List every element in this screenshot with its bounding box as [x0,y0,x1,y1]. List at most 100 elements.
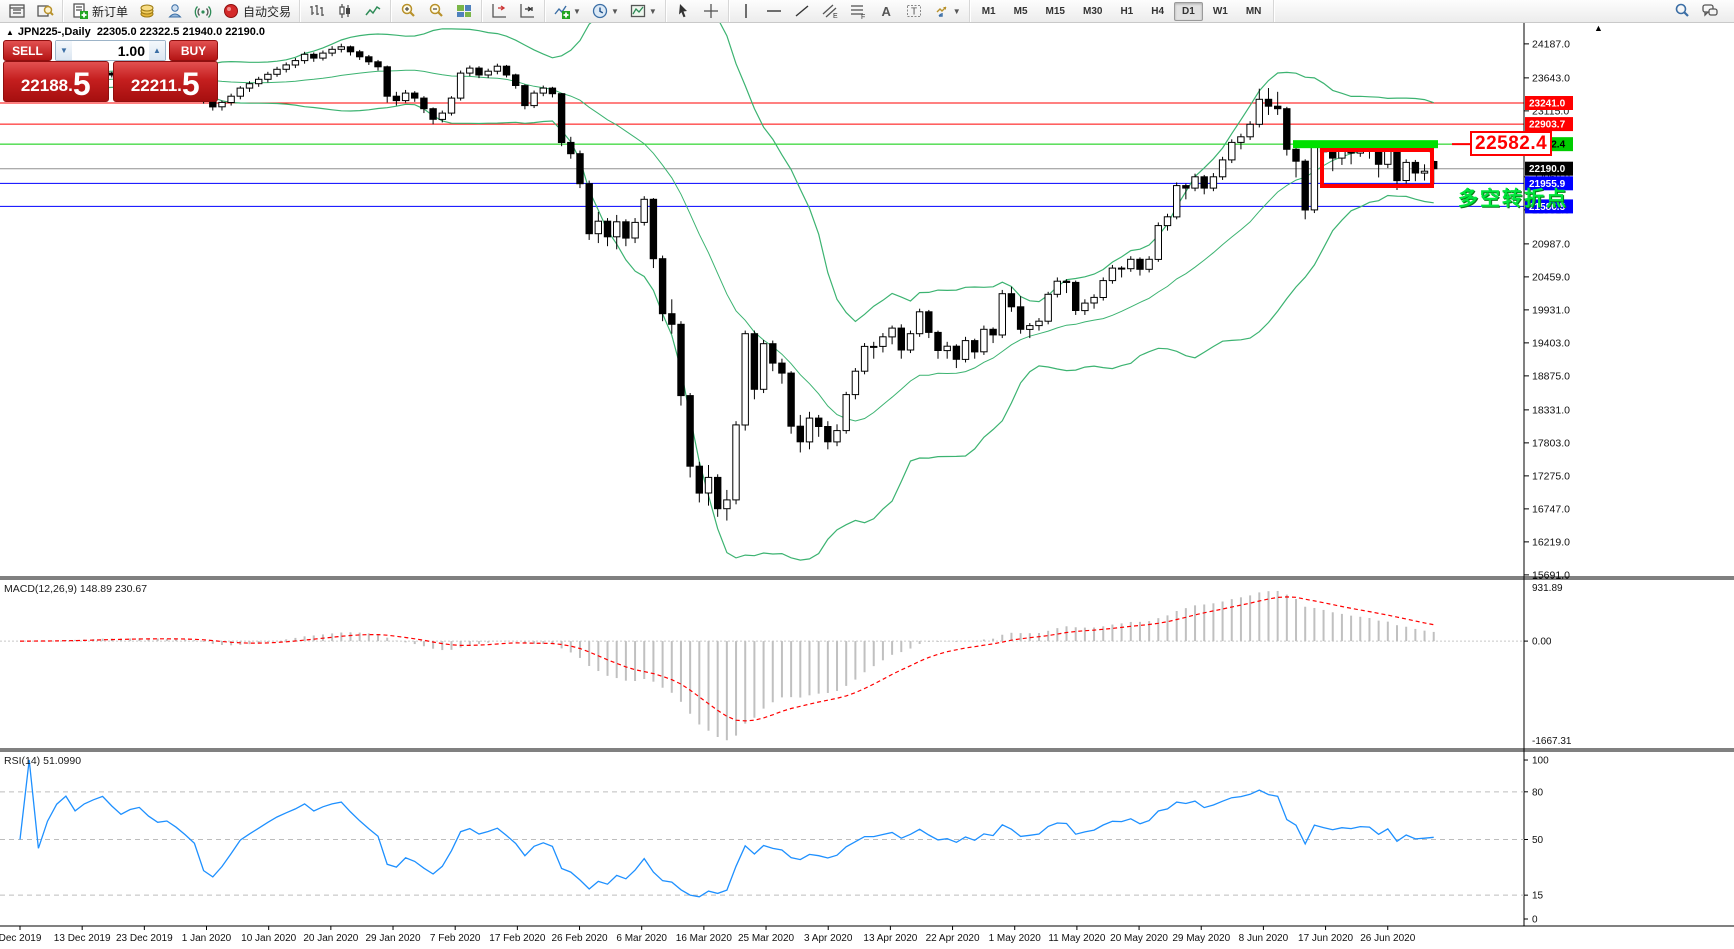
volume-increase-button[interactable]: ▲ [149,41,165,60]
line-chart-button[interactable] [360,0,386,22]
svg-text:23241.0: 23241.0 [1529,99,1566,110]
macd-signal-value: 230.67 [114,583,148,595]
toolbar-group [391,0,483,22]
svg-text:15691.0: 15691.0 [1532,569,1570,581]
profile-magnifier-button[interactable] [32,0,58,22]
expert-advisor-icon [168,4,182,18]
text-label-button[interactable]: T [901,0,927,22]
svg-text:17 Jun 2020: 17 Jun 2020 [1298,933,1353,944]
signals-button[interactable] [190,0,216,22]
crosshair-icon [703,4,718,18]
chart-shift-button[interactable] [486,0,512,22]
buy-price-base: 22211 [130,76,178,95]
macd-label: MACD(12,26,9) 148.89 230.67 [4,583,148,595]
chart-window[interactable]: 24187.023643.023115.022587.022059.021531… [0,22,1734,949]
timeframe-m15-button[interactable]: M15 [1045,5,1065,17]
svg-text:21586.5: 21586.5 [1529,202,1566,213]
tile-windows-button[interactable] [451,0,477,22]
timeframe-m5-button[interactable]: M5 [1013,5,1028,17]
svg-text:T: T [911,7,917,18]
ohlc-values: 22305.0 22322.5 21940.0 22190.0 [96,26,266,38]
buy-price-button[interactable]: 22211. 5 [112,61,218,102]
timeframe-m30-button[interactable]: M30 [1082,5,1103,17]
buy-button[interactable]: BUY [169,40,218,61]
macd-pane [0,590,1524,741]
chart-shift-icon [492,4,507,18]
price-tag-annotation[interactable]: 22582.4 [1470,131,1553,156]
chart-canvas[interactable]: 24187.023643.023115.022587.022059.021531… [0,22,1734,949]
new-order-button[interactable]: 新订单 [67,0,132,22]
equidistant-channel-button[interactable]: E [817,0,843,22]
svg-text:0.00: 0.00 [1532,637,1552,648]
expert-advisor-button[interactable] [162,0,188,22]
auto-scroll-button[interactable] [514,0,540,22]
vertical-line-icon [745,4,747,18]
timeframe-mn-button[interactable]: MN [1245,5,1262,17]
templates-button[interactable]: ▼ [625,0,661,22]
add-indicator-button[interactable]: ▼ [549,0,585,22]
chart-window-button[interactable] [4,0,30,22]
svg-text:20 May 2020: 20 May 2020 [1110,933,1168,944]
svg-text:11 May 2020: 11 May 2020 [1048,933,1106,944]
svg-text:15: 15 [1532,891,1544,902]
text-button[interactable]: A [873,0,899,22]
zoom-out-button[interactable] [423,0,449,22]
timeframe-w1-button[interactable]: W1 [1212,5,1228,17]
timeframe-m1-button[interactable]: M1 [981,5,996,17]
chat-button[interactable] [1697,0,1723,22]
timeframe-h1-button[interactable]: H1 [1120,5,1134,17]
date-axis[interactable]: Dec 2019 13 Dec 2019 23 Dec 2019 1 Jan 2020… [0,926,1416,944]
bar-chart-button[interactable] [304,0,330,22]
toolbar-group [300,0,392,22]
sell-price-pip: 5 [72,66,91,102]
sell-button[interactable]: SELL [3,40,52,61]
search-button[interactable] [1669,0,1695,22]
toolbar-group [1665,0,1734,22]
annotation-shapes[interactable] [1293,140,1470,188]
svg-text:-1667.31: -1667.31 [1532,736,1572,747]
toolbar-group [666,0,729,22]
one-click-trade-panel: SELL ▼ ▲ BUY 22188.5 22211.5 [3,40,218,104]
scroll-marker-icon: ▲ [1594,23,1603,33]
svg-text:16747.0: 16747.0 [1532,503,1570,515]
svg-text:21955.9: 21955.9 [1529,179,1566,190]
cursor-button[interactable] [670,0,696,22]
svg-text:22903.7: 22903.7 [1529,120,1566,131]
tile-windows-icon [457,5,472,17]
rsi-label: RSI(14) 51.0990 [4,755,82,767]
trend-line-button[interactable] [789,0,815,22]
timeframe-h4-button[interactable]: H4 [1151,5,1165,17]
svg-text:E: E [833,13,838,20]
crosshair-button[interactable] [698,0,724,22]
timeframe-d1-button[interactable]: D1 [1174,1,1203,21]
horizontal-line-button[interactable] [761,0,787,22]
svg-text:931.89: 931.89 [1532,583,1563,594]
macd-axis: 931.89 0.00 -1667.31 [1524,583,1572,747]
equidistant-channel-icon: E [822,4,838,20]
svg-text:23 Dec 2019: 23 Dec 2019 [116,933,173,944]
candlestick-chart-button[interactable] [332,0,358,22]
autotrading-button[interactable]: 自动交易 [218,0,295,22]
zoom-in-button[interactable] [395,0,421,22]
macd-main-value: 148.89 [79,583,112,595]
volume-decrease-button[interactable]: ▼ [56,41,72,60]
periods-icon [592,3,608,19]
deposit-gold-icon [140,4,154,18]
signals-icon [194,6,212,18]
chart-title: ▲ JPN225-,Daily 22305.0 22322.5 21940.0 2… [6,26,265,38]
auto-scroll-icon [520,4,535,18]
volume-input[interactable] [72,41,149,60]
deposit-gold-button[interactable] [134,0,160,22]
rsi-axis: 100 80 50 15 0 [1524,756,1549,926]
fibonacci-button[interactable]: F [845,0,871,22]
consolidation-box[interactable] [1320,148,1434,188]
periods-button[interactable]: ▼ [587,0,623,22]
resistance-bar[interactable] [1293,140,1438,149]
svg-text:1 May 2020: 1 May 2020 [989,933,1042,944]
note-annotation[interactable]: 多空转折点 [1458,188,1568,210]
vertical-line-button[interactable] [733,0,759,22]
svg-text:F: F [861,14,865,20]
arrows-button[interactable]: ▼ [929,0,965,22]
sell-price-button[interactable]: 22188. 5 [3,61,109,102]
svg-text:16 Mar 2020: 16 Mar 2020 [676,933,733,944]
